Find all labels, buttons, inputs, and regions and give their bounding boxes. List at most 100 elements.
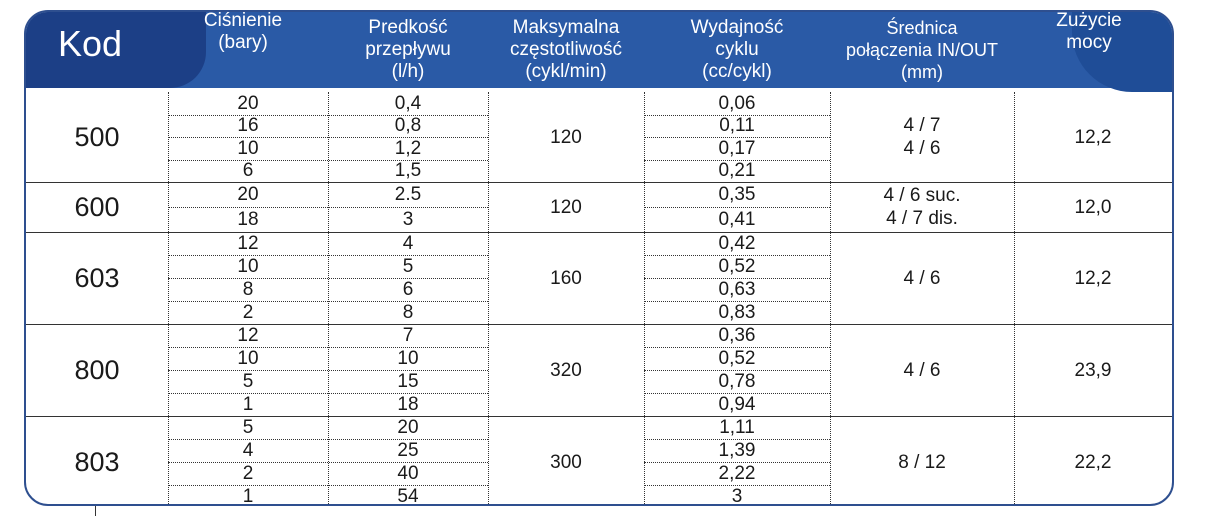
row-divider (644, 137, 830, 138)
flow-value: 1,5 (394, 160, 422, 182)
pressure-value: 18 (237, 209, 259, 230)
row-divider (644, 278, 830, 279)
diameter-value: 8 / 12 (898, 451, 946, 473)
column-divider (830, 416, 831, 504)
column-divider (830, 182, 831, 232)
row-divider (644, 485, 830, 486)
cycle-value: 0,21 (718, 160, 756, 182)
diameter-value: 4 / 6 suc. 4 / 7 dis. (883, 185, 961, 229)
diameter-value: 4 / 6 (903, 359, 941, 381)
power-value: 22,2 (1074, 451, 1112, 473)
column-divider (488, 182, 489, 232)
column-divider (830, 232, 831, 324)
flow-value: 20 (397, 417, 419, 438)
cycle-value: 0,52 (718, 348, 756, 369)
header-diameter: Średnica połączenia IN/OUT (mm) (845, 18, 999, 82)
column-divider (488, 92, 489, 182)
power-value: 23,9 (1074, 359, 1112, 381)
diameter-value: 4 / 7 4 / 6 (903, 115, 941, 159)
cycle-value: 0,36 (718, 325, 756, 346)
header-flow: Predkość przepływu (l/h) (365, 17, 451, 82)
flow-value: 10 (397, 348, 419, 369)
row-divider (644, 393, 830, 394)
column-divider (1014, 232, 1015, 324)
header-power: Zużycie mocy (1056, 10, 1122, 53)
row-divider (168, 159, 488, 161)
cycle-value: 0,63 (718, 279, 756, 300)
column-divider (644, 416, 645, 504)
pressure-value: 16 (237, 115, 259, 137)
diameter-value: 4 / 6 (903, 267, 941, 289)
group-separator (26, 416, 1172, 417)
cycle-value: 1,39 (718, 440, 756, 461)
cycle-value: 0,17 (718, 137, 756, 159)
row-divider (168, 137, 488, 138)
flow-value: 25 (397, 440, 419, 461)
pressure-value: 8 (242, 279, 254, 300)
cycle-value: 0,52 (718, 256, 756, 277)
flow-value: 5 (402, 256, 414, 277)
group-separator (26, 324, 1172, 325)
row-divider (644, 255, 830, 256)
flow-value: 2.5 (394, 184, 422, 205)
flow-value: 3 (402, 209, 414, 230)
cycle-value: 0,11 (719, 115, 755, 137)
column-divider (1014, 92, 1015, 182)
cycle-value: 0,35 (718, 184, 756, 205)
pressure-value: 20 (237, 184, 259, 205)
pressure-value: 12 (237, 233, 259, 254)
frequency-value: 120 (550, 196, 582, 218)
pressure-value: 20 (237, 92, 259, 114)
row-divider (168, 462, 488, 463)
model-code: 500 (74, 121, 120, 152)
group-separator (26, 232, 1172, 233)
model-code: 603 (74, 262, 120, 293)
row-divider (168, 278, 488, 279)
pressure-value: 12 (237, 325, 259, 346)
cycle-value: 2,22 (718, 463, 756, 484)
pump-spec-table: Kod Ciśnienie (bary) Predkość przepływu … (24, 10, 1174, 506)
column-divider (1014, 324, 1015, 416)
column-divider (1014, 182, 1015, 232)
column-divider (488, 232, 489, 324)
row-divider (644, 439, 830, 440)
row-divider (168, 301, 488, 302)
column-divider (830, 324, 831, 416)
cycle-value: 0,06 (718, 92, 756, 114)
power-value: 12,2 (1074, 267, 1112, 289)
frequency-value: 300 (550, 451, 582, 473)
row-divider (644, 301, 830, 302)
column-divider (830, 92, 831, 182)
flow-value: 54 (397, 486, 419, 506)
column-divider (488, 324, 489, 416)
row-divider (168, 485, 488, 486)
row-divider (168, 207, 488, 208)
pressure-value: 10 (237, 256, 259, 277)
cycle-value: 0,94 (718, 394, 756, 415)
cycle-value: 0,83 (718, 302, 756, 323)
flow-value: 6 (402, 279, 414, 300)
flow-value: 8 (402, 302, 414, 323)
column-divider (328, 416, 329, 504)
pressure-value: 5 (242, 417, 254, 438)
pressure-value: 10 (237, 137, 259, 159)
cycle-value: 0,78 (718, 371, 756, 392)
group-separator (26, 182, 1172, 183)
frequency-value: 120 (550, 126, 582, 148)
row-divider (168, 114, 488, 116)
header-frequency: Maksymalna częstotliwość (cykl/min) (510, 17, 622, 82)
header-pressure: Ciśnienie (bary) (203, 10, 283, 53)
pressure-value: 4 (242, 440, 254, 461)
header-cycle-capacity: Wydajność cyklu (cc/cykl) (690, 17, 784, 82)
cycle-value: 1,11 (719, 417, 755, 438)
row-divider (168, 347, 488, 348)
frequency-value: 320 (550, 359, 582, 381)
column-divider (488, 416, 489, 504)
flow-value: 18 (397, 394, 419, 415)
model-code: 803 (74, 446, 120, 477)
flow-value: 40 (397, 463, 419, 484)
model-code: 800 (74, 354, 120, 385)
column-divider (168, 416, 169, 504)
row-divider (168, 393, 488, 394)
row-divider (168, 370, 488, 371)
